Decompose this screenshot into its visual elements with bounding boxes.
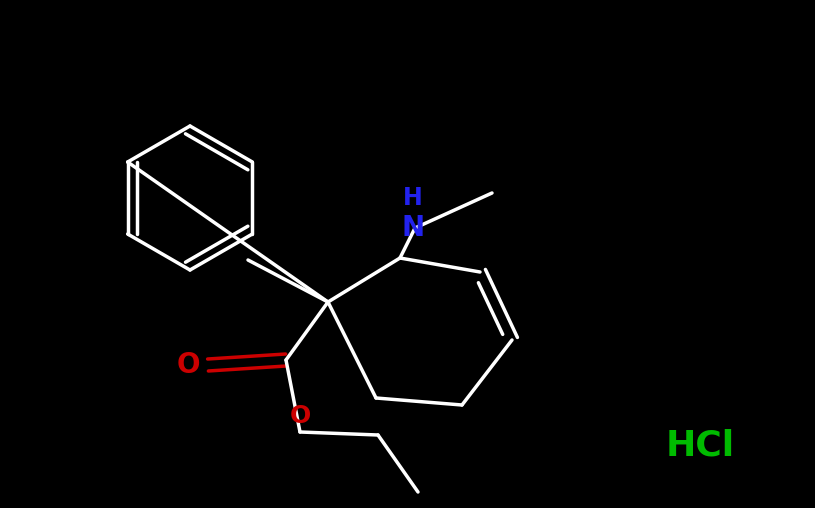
Text: O: O <box>177 351 200 379</box>
Text: HCl: HCl <box>665 428 734 462</box>
Text: N: N <box>402 214 425 242</box>
Text: O: O <box>289 404 311 428</box>
Text: H: H <box>403 186 423 210</box>
